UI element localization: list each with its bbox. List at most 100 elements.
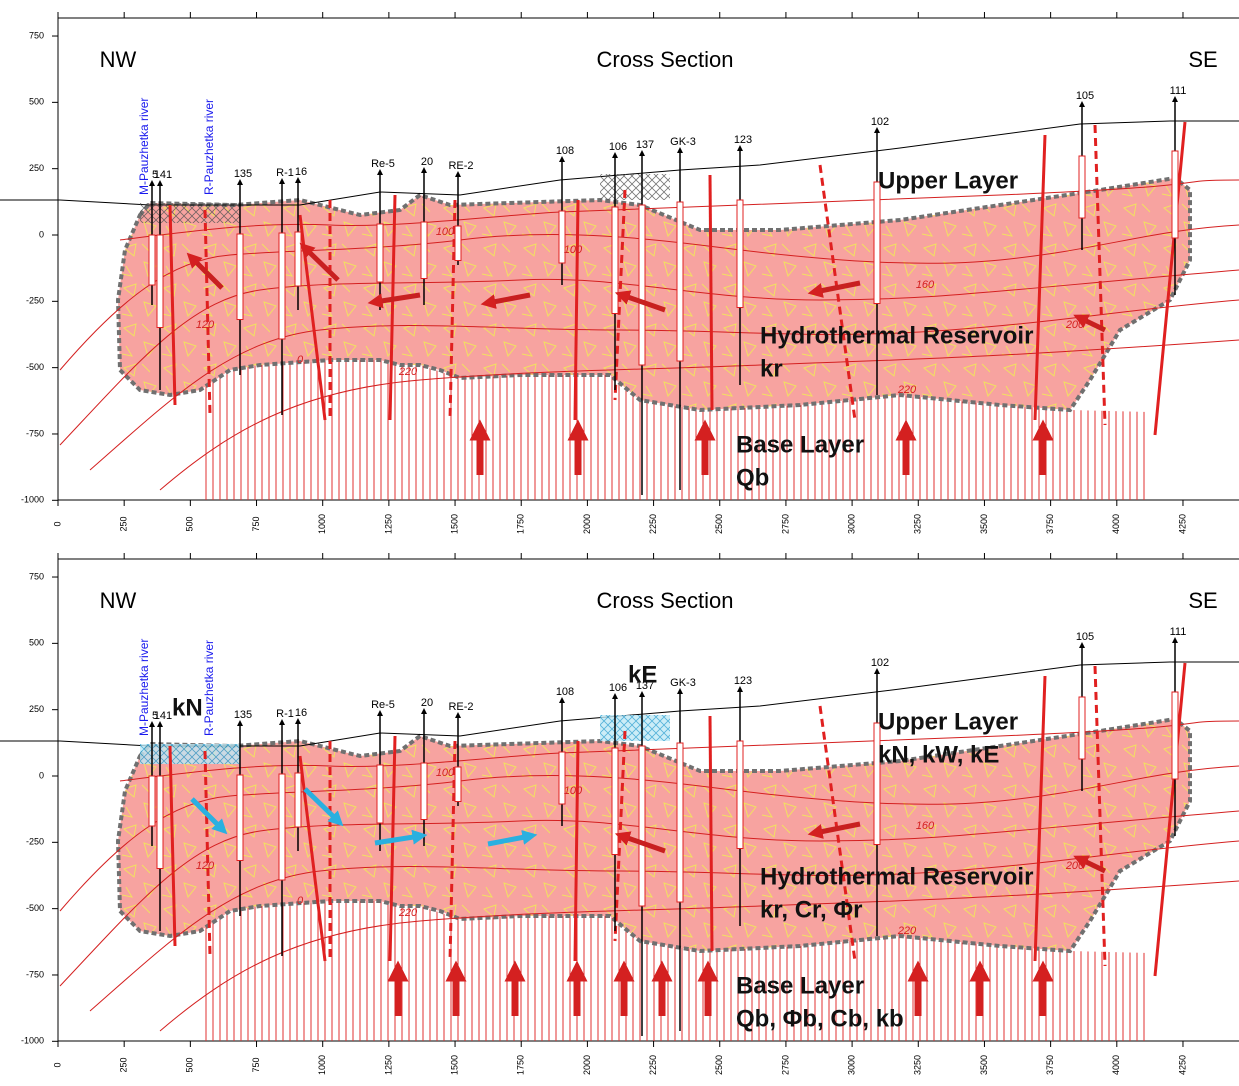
zone-label: kN [172, 694, 203, 721]
layer-label: Base Layer [736, 972, 864, 999]
isotherm-label: 160 [916, 820, 935, 832]
isotherm-label: 160 [916, 279, 935, 291]
y-tick-label: 0 [39, 770, 44, 780]
upper-zone [600, 174, 670, 200]
fault [710, 716, 712, 951]
x-tick-label: 2250 [648, 1055, 658, 1075]
well-screen [677, 202, 683, 361]
well-label: R-1 [276, 708, 294, 720]
y-tick-label: 750 [29, 571, 44, 581]
well-screen [421, 763, 427, 820]
layer-label: kr [760, 355, 783, 382]
well-screen [1172, 692, 1178, 779]
x-tick-label: 500 [185, 1057, 195, 1072]
x-tick-label: 1750 [516, 1055, 526, 1075]
well-screen [639, 205, 645, 365]
well-label: R-1 [276, 167, 294, 179]
well-label: 108 [556, 686, 574, 698]
well-label: 20 [421, 156, 433, 168]
upper-zone [140, 744, 240, 764]
well-label: 102 [871, 657, 889, 669]
x-tick-label: 1250 [383, 514, 393, 534]
well-screen [455, 767, 461, 802]
x-tick-label: 3500 [979, 1055, 989, 1075]
layer-label: Base Layer [736, 431, 864, 458]
x-tick-label: 750 [251, 516, 261, 531]
river-label: M-Pauzhetka river [137, 639, 151, 736]
x-tick-label: 1500 [449, 1055, 459, 1075]
x-tick-label: 3000 [846, 1055, 856, 1075]
well-label: 106 [609, 141, 627, 153]
y-tick-label: 250 [29, 163, 44, 173]
x-tick-label: 1000 [317, 1055, 327, 1075]
well-label: 111 [1170, 626, 1187, 638]
well-label: 137 [636, 139, 654, 151]
well-label: GK-3 [670, 677, 696, 689]
y-tick-label: 750 [29, 30, 44, 40]
isotherm-label: 100 [564, 785, 583, 797]
well-screen [295, 773, 301, 827]
zone-label: kE [628, 661, 657, 688]
well-screen [1079, 156, 1085, 218]
y-tick-label: 500 [29, 638, 44, 648]
well-screen [737, 741, 743, 849]
well-screen [639, 746, 645, 906]
well-label: 108 [556, 145, 574, 157]
y-tick-label: -750 [26, 969, 44, 979]
well-screen [149, 776, 155, 826]
well-label: 106 [609, 682, 627, 694]
well-label: RE-2 [448, 160, 473, 172]
well-screen [874, 182, 880, 304]
river-label: M-Pauzhetka river [137, 98, 151, 195]
x-tick-label: 0 [52, 521, 62, 526]
isotherm-label: 100 [436, 767, 455, 779]
river-label: R-Pauzhetka river [202, 99, 216, 195]
x-tick-label: 250 [119, 1057, 129, 1072]
x-tick-label: 2750 [780, 514, 790, 534]
layer-label: Qb, Φb, Cb, kb [736, 1005, 904, 1032]
well-screen [279, 774, 285, 880]
direction-right: SE [1188, 588, 1217, 613]
river-label: R-Pauzhetka river [202, 640, 216, 736]
cross-section-figure: 750 500 250 0 -250 -500 -750 -1000 0 250 500 750 100… [0, 0, 1239, 1086]
x-tick-label: 3250 [913, 1055, 923, 1075]
well-screen [677, 743, 683, 902]
isotherm-label: 120 [196, 319, 215, 331]
isotherm-label: 0 [297, 354, 304, 366]
y-tick-label: -500 [26, 362, 44, 372]
isotherm-label: 220 [897, 925, 917, 937]
x-tick-label: 1000 [317, 514, 327, 534]
panel-title: Cross Section [597, 588, 734, 613]
well-screen [279, 233, 285, 339]
well-screen [612, 748, 618, 855]
upper-zone [600, 715, 670, 741]
layer-label: Upper Layer [878, 708, 1018, 735]
x-tick-label: 4250 [1177, 1055, 1187, 1075]
y-tick-label: -250 [26, 296, 44, 306]
y-tick-label: -1000 [21, 495, 44, 505]
x-tick-label: 3750 [1045, 514, 1055, 534]
well-screen [421, 222, 427, 279]
isotherm-label: 100 [564, 244, 583, 256]
layer-label: kr, Cr, Φr [760, 896, 862, 923]
well-screen [237, 234, 243, 320]
well-label: 123 [734, 675, 752, 687]
well-screen [1079, 697, 1085, 759]
x-tick-label: 500 [185, 516, 195, 531]
x-tick-label: 250 [119, 516, 129, 531]
x-tick-label: 750 [251, 1057, 261, 1072]
layer-label: Hydrothermal Reservoir [760, 322, 1033, 349]
well-screen [377, 765, 383, 823]
well-screen [295, 232, 301, 286]
y-tick-label: -250 [26, 837, 44, 847]
well-label: 135 [234, 709, 252, 721]
isotherm-label: 220 [897, 384, 917, 396]
x-tick-label: 3750 [1045, 1055, 1055, 1075]
well-label: 141 [154, 710, 172, 722]
well-screen [377, 224, 383, 282]
y-tick-label: 0 [39, 229, 44, 239]
layer-label: Upper Layer [878, 167, 1018, 194]
well-label: 102 [871, 116, 889, 128]
well-label: 135 [234, 168, 252, 180]
direction-left: NW [100, 588, 137, 613]
